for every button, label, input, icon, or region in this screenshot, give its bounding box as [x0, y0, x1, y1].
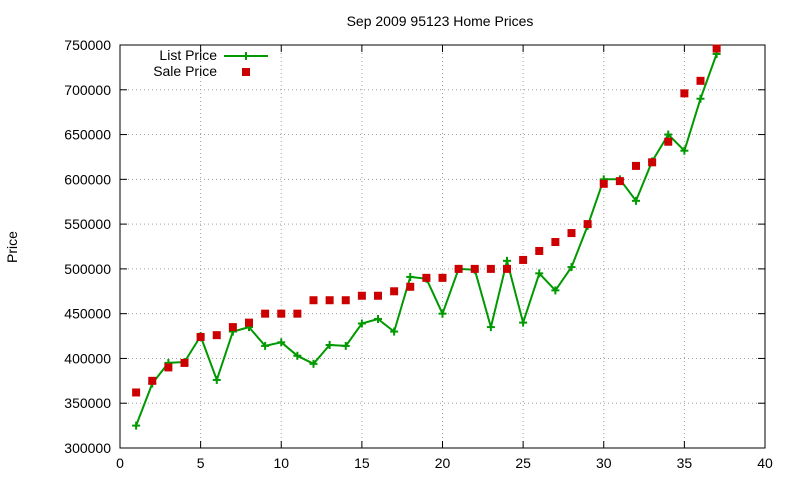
- x-axis-tick-labels: 0 5 10 15 20 25 30 35 40: [116, 455, 773, 471]
- x-tick-label: 40: [757, 455, 773, 471]
- data-point: [261, 309, 270, 318]
- data-point: [567, 263, 576, 272]
- y-tick-label: 450000: [64, 306, 111, 322]
- data-point: [664, 130, 673, 139]
- data-point: [390, 287, 399, 296]
- data-point: [567, 229, 576, 238]
- x-tick-label: 5: [197, 455, 205, 471]
- data-point: [132, 388, 141, 397]
- data-point: [454, 264, 463, 273]
- data-point: [535, 269, 544, 278]
- y-tick-label: 400000: [64, 350, 111, 366]
- data-point: [535, 246, 544, 255]
- y-axis-tick-labels: 300000 350000 400000 450000 500000 550000 6000…: [64, 37, 111, 456]
- series-sale-price: [132, 44, 721, 397]
- data-point: [648, 158, 657, 167]
- x-tick-label: 0: [116, 455, 124, 471]
- series-line: [135, 53, 718, 426]
- data-point: [261, 341, 270, 350]
- y-tick-label: 750000: [64, 37, 111, 53]
- grid-lines: [120, 45, 765, 448]
- y-tick-label: 600000: [64, 171, 111, 187]
- data-point: [357, 291, 366, 300]
- data-point: [503, 256, 511, 265]
- data-point: [438, 309, 447, 318]
- data-point: [486, 323, 495, 332]
- data-point: [309, 296, 318, 305]
- data-point: [390, 327, 399, 336]
- y-tick-label: 700000: [64, 82, 111, 98]
- data-point: [148, 376, 157, 385]
- x-tick-label: 20: [435, 455, 451, 471]
- data-point: [374, 291, 382, 300]
- data-point: [470, 264, 479, 273]
- data-point: [293, 351, 302, 360]
- data-point: [277, 309, 286, 318]
- data-point: [551, 286, 560, 295]
- data-point: [293, 309, 302, 318]
- y-axis-label: Price: [4, 231, 20, 263]
- legend-marker-list-price: [242, 52, 250, 60]
- data-point: [228, 323, 237, 332]
- data-point: [406, 272, 415, 281]
- data-point: [164, 363, 173, 372]
- data-point: [583, 220, 592, 229]
- data-point: [503, 264, 511, 273]
- legend-label-sale-price: Sale Price: [153, 63, 217, 79]
- data-point: [551, 238, 560, 247]
- legend: List Price Sale Price: [153, 47, 268, 79]
- data-point: [696, 76, 705, 85]
- data-point: [341, 296, 350, 305]
- data-point: [422, 273, 431, 282]
- data-point: [632, 161, 640, 170]
- data-point: [196, 332, 205, 341]
- legend-marker-sale-price: [242, 68, 250, 76]
- data-point: [212, 331, 221, 340]
- data-point: [374, 315, 382, 324]
- data-point: [325, 296, 334, 305]
- y-tick-label: 650000: [64, 127, 111, 143]
- data-point: [680, 146, 689, 155]
- data-series: [132, 44, 721, 430]
- x-tick-label: 25: [515, 455, 531, 471]
- data-point: [712, 44, 721, 53]
- y-tick-label: 300000: [64, 440, 111, 456]
- data-point: [696, 94, 705, 103]
- series-list-price: [132, 49, 721, 430]
- data-point: [406, 282, 415, 291]
- y-tick-label: 500000: [64, 261, 111, 277]
- x-tick-label: 15: [354, 455, 370, 471]
- data-point: [486, 264, 495, 273]
- data-point: [615, 177, 624, 186]
- data-point: [325, 341, 334, 350]
- data-point: [519, 255, 528, 264]
- legend-label-list-price: List Price: [159, 47, 217, 63]
- data-point: [438, 273, 447, 282]
- data-point: [309, 359, 318, 368]
- x-tick-label: 10: [273, 455, 289, 471]
- data-point: [212, 375, 221, 384]
- data-point: [277, 338, 286, 347]
- chart-title: Sep 2009 95123 Home Prices: [347, 13, 534, 29]
- data-point: [664, 137, 673, 146]
- x-tick-label: 30: [596, 455, 612, 471]
- data-point: [632, 196, 640, 205]
- data-point: [132, 421, 141, 430]
- data-point: [680, 89, 689, 98]
- y-tick-label: 350000: [64, 395, 111, 411]
- axis-ticks: [119, 44, 766, 449]
- data-point: [180, 358, 189, 367]
- data-point: [245, 318, 253, 327]
- x-tick-label: 35: [677, 455, 693, 471]
- y-tick-label: 550000: [64, 216, 111, 232]
- data-point: [357, 319, 366, 328]
- data-point: [599, 179, 608, 188]
- data-point: [341, 341, 350, 350]
- data-point: [519, 318, 528, 327]
- legend-plus-glyph: [242, 52, 250, 60]
